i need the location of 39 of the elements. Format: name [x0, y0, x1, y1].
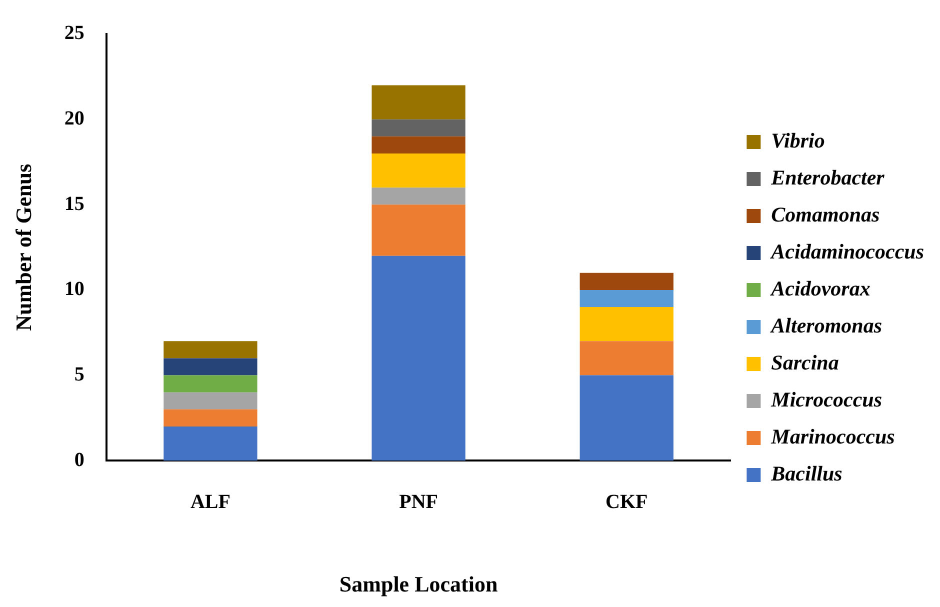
y-tick-label: 10 — [64, 278, 84, 300]
bar — [372, 136, 466, 154]
legend-label: Acidaminococcus — [769, 239, 924, 264]
legend-label: Enterobacter — [770, 165, 886, 190]
bar — [580, 375, 674, 461]
bar — [372, 188, 466, 205]
bar — [372, 153, 466, 188]
bar — [164, 341, 258, 358]
legend-label: Sarcina — [771, 350, 839, 374]
x-tick-label: PNF — [399, 490, 438, 513]
y-axis-title: Number of Genus — [10, 163, 36, 331]
bar — [580, 307, 674, 342]
bar — [580, 272, 674, 290]
y-tick-label: 25 — [64, 22, 84, 44]
y-tick-label: 0 — [74, 448, 84, 471]
y-tick-label: 20 — [64, 107, 84, 130]
bar — [164, 375, 258, 392]
bar — [580, 290, 674, 308]
legend-label: Vibrio — [771, 128, 825, 152]
bar — [164, 409, 258, 426]
bar — [372, 204, 466, 256]
x-tick-label: CKF — [606, 490, 648, 513]
legend-label: Alteromonas — [769, 313, 882, 338]
bar — [164, 358, 258, 376]
legend-label: Acidovorax — [769, 276, 870, 300]
bar — [372, 256, 466, 461]
y-tick-label: 15 — [64, 192, 84, 215]
bar — [164, 392, 258, 410]
y-tick-label: 5 — [74, 363, 84, 386]
legend-label: Marinococcus — [770, 424, 895, 448]
legend-label: Bacillus — [770, 461, 842, 486]
legend-label: Micrococcus — [770, 387, 882, 412]
x-axis-title: Sample Location — [339, 571, 498, 596]
bar — [372, 119, 466, 136]
bar — [580, 341, 674, 376]
legend-label: Comamonas — [771, 202, 880, 226]
bar — [164, 426, 258, 461]
bar — [372, 85, 466, 120]
x-tick-label: ALF — [190, 490, 230, 513]
